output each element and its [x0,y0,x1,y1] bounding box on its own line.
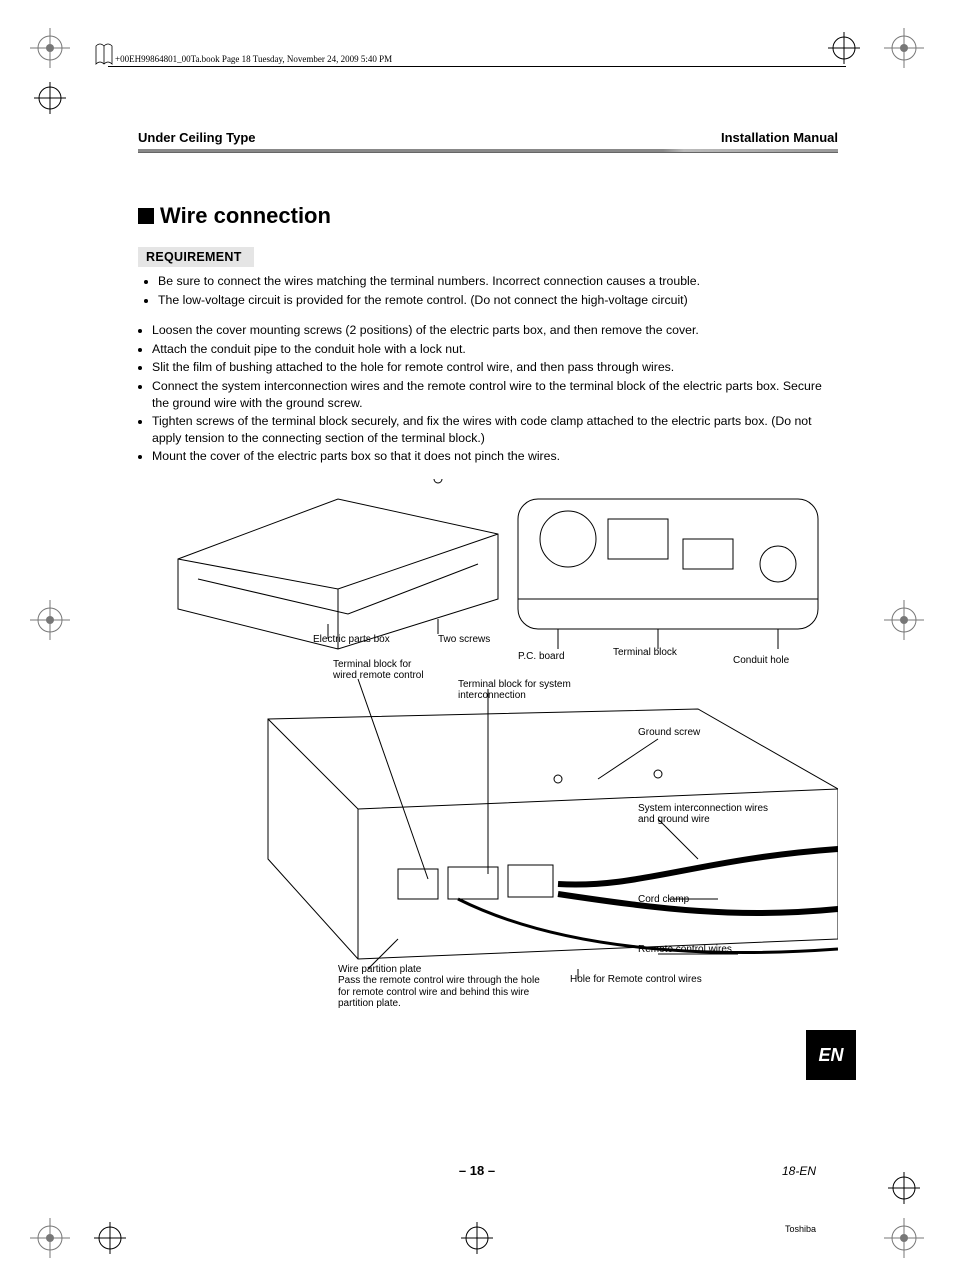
step-bullet: Mount the cover of the electric parts bo… [152,448,838,465]
wiring-diagram: Electric parts box Two screws P.C. board… [138,479,838,999]
callout-terminal-block-wired-remote: Terminal block for wired remote control [333,659,433,682]
reg-mark-tr2 [824,28,864,68]
header-right: Installation Manual [721,130,838,145]
reg-mark-bl2 [90,1218,130,1258]
reg-mark-ml [30,600,70,640]
reg-mark-bc [457,1218,497,1258]
callout-two-screws: Two screws [438,634,490,646]
header-gradient-rule [138,149,838,153]
book-icon [94,42,114,68]
crop-mark-bl [30,1218,70,1258]
build-header-line: +00EH99864801_00Ta.book Page 18 Tuesday,… [115,54,392,64]
callout-system-interconnection: System interconnection wires and ground … [638,803,778,826]
header-left: Under Ceiling Type [138,130,256,145]
requirement-label: REQUIREMENT [138,247,254,267]
step-bullet: Attach the conduit pipe to the conduit h… [152,341,838,358]
diagram-svg [138,479,838,999]
step-bullet: Loosen the cover mounting screws (2 posi… [152,322,838,339]
callout-terminal-block: Terminal block [613,647,677,659]
callout-remote-control-wires: Remote control wires [638,944,732,956]
callout-conduit-hole: Conduit hole [733,655,789,667]
reg-mark-l1 [30,78,70,118]
section-title: Wire connection [138,203,838,229]
reg-mark-mr [884,600,924,640]
page-code: 18-EN [782,1164,816,1178]
language-badge: EN [806,1030,856,1080]
requirement-bullets: Be sure to connect the wires matching th… [144,273,838,308]
callout-wire-partition-plate: Wire partition plate Pass the remote con… [338,964,548,1010]
callout-terminal-block-system: Terminal block for system interconnectio… [458,679,588,702]
step-bullet: Tighten screws of the terminal block sec… [152,413,838,446]
header-rule [108,66,846,67]
step-bullets: Loosen the cover mounting screws (2 posi… [138,322,838,465]
callout-hole-for-remote: Hole for Remote control wires [570,974,740,986]
crop-mark-tr [884,28,924,68]
brand-name: Toshiba [785,1224,816,1234]
req-bullet: Be sure to connect the wires matching th… [158,273,838,290]
step-bullet: Slit the film of bushing attached to the… [152,359,838,376]
section-title-text: Wire connection [160,203,331,229]
req-bullet: The low-voltage circuit is provided for … [158,292,838,309]
crop-mark-tl [30,28,70,68]
callout-cord-clamp: Cord clamp [638,894,689,906]
crop-mark-br [884,1218,924,1258]
callout-electric-parts-box: Electric parts box [313,634,390,646]
callout-pc-board: P.C. board [518,651,565,663]
page-header-row: Under Ceiling Type Installation Manual [138,130,838,145]
step-bullet: Connect the system interconnection wires… [152,378,838,411]
callout-ground-screw: Ground screw [638,727,700,739]
